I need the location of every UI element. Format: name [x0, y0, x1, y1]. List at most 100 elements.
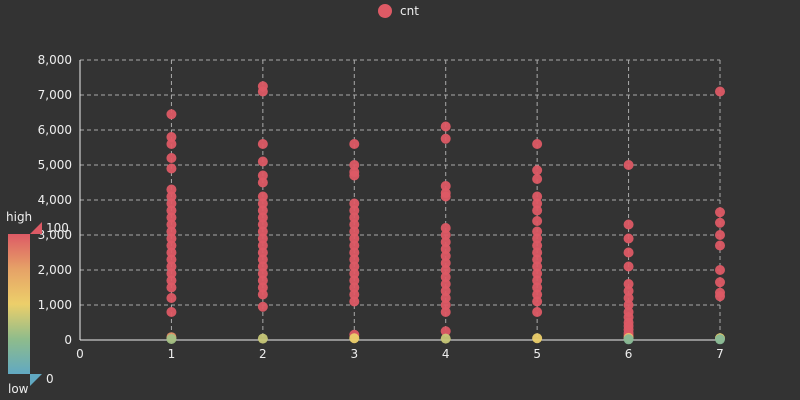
y-tick-label: 7,000	[38, 88, 72, 102]
data-point	[440, 272, 451, 282]
data-point	[257, 86, 268, 97]
data-point	[166, 226, 177, 237]
x-tick-label: 1	[168, 347, 176, 361]
data-point	[349, 219, 360, 230]
data-point	[257, 156, 268, 167]
data-point	[349, 233, 360, 244]
data-point	[349, 240, 360, 251]
data-point	[440, 326, 451, 337]
data-point	[166, 205, 177, 216]
legend-marker-icon	[378, 4, 392, 18]
x-tick-label: 5	[533, 347, 541, 361]
data-point	[532, 275, 543, 286]
data-point	[532, 247, 543, 258]
y-tick-label: 4,000	[38, 193, 72, 207]
data-point	[440, 133, 451, 144]
x-tick-label: 2	[259, 347, 267, 361]
data-point	[349, 205, 360, 216]
data-point	[257, 177, 268, 188]
data-point	[440, 230, 451, 240]
data-point	[166, 282, 177, 293]
data-point	[349, 226, 360, 237]
data-point	[257, 198, 268, 209]
data-point	[349, 212, 360, 223]
data-point	[532, 268, 543, 279]
data-point	[532, 205, 543, 216]
data-point	[166, 247, 177, 258]
data-point	[349, 268, 360, 279]
data-point	[623, 219, 634, 230]
data-point	[623, 160, 634, 170]
data-point	[715, 334, 725, 345]
data-point	[166, 198, 177, 209]
data-point	[532, 216, 543, 226]
data-point	[623, 247, 634, 258]
data-point	[715, 207, 725, 218]
data-point	[440, 279, 451, 289]
data-point	[440, 191, 451, 202]
data-point	[715, 86, 725, 97]
x-tick-label: 0	[76, 347, 84, 361]
data-point	[257, 191, 268, 202]
data-point	[440, 251, 451, 261]
data-point	[532, 233, 543, 244]
data-point	[532, 289, 543, 300]
data-point	[166, 307, 177, 317]
data-point	[532, 191, 543, 202]
data-point	[715, 217, 725, 228]
data-point	[349, 289, 360, 300]
data-point	[532, 139, 543, 149]
y-tick-label: 6,000	[38, 123, 72, 137]
data-point	[623, 286, 634, 296]
data-point	[166, 219, 177, 230]
visual-map-min-handle-icon[interactable]	[30, 374, 42, 386]
data-point	[349, 247, 360, 258]
data-point	[440, 300, 451, 310]
data-point	[257, 289, 268, 300]
data-point	[715, 277, 725, 288]
data-point	[166, 163, 177, 174]
data-point	[257, 205, 268, 216]
y-tick-label: 2,000	[38, 263, 72, 277]
data-point	[623, 293, 634, 303]
data-point	[257, 261, 268, 272]
data-point	[166, 254, 177, 265]
data-point	[623, 279, 634, 289]
data-point	[166, 184, 177, 195]
data-point	[257, 268, 268, 279]
data-point	[440, 286, 451, 296]
legend[interactable]: cnt	[378, 4, 419, 18]
data-point	[440, 244, 451, 254]
data-point	[440, 223, 451, 233]
y-tick-label: 3,000	[38, 228, 72, 242]
data-point	[349, 170, 360, 181]
data-point	[257, 240, 268, 251]
data-point	[166, 153, 177, 163]
data-point	[532, 226, 543, 237]
data-point	[349, 296, 360, 307]
data-point	[440, 237, 451, 247]
visual-map-max-handle-icon[interactable]	[30, 222, 42, 234]
data-point	[349, 198, 360, 209]
data-point	[166, 233, 177, 244]
data-point	[623, 334, 634, 345]
data-point	[440, 121, 451, 132]
data-point	[532, 261, 543, 272]
data-point	[257, 139, 268, 149]
data-point	[532, 174, 543, 184]
data-point	[349, 160, 360, 170]
data-point	[715, 240, 725, 251]
visual-map-min-label: 0	[46, 372, 54, 386]
visual-map-gradient-bar[interactable]	[8, 234, 30, 374]
data-point	[166, 261, 177, 272]
data-point	[440, 293, 451, 303]
data-point	[257, 233, 268, 244]
data-point	[349, 139, 360, 149]
data-point	[257, 212, 268, 223]
data-point	[715, 265, 725, 275]
data-point	[166, 333, 177, 344]
data-point	[257, 275, 268, 286]
y-tick-label: 8,000	[38, 53, 72, 67]
data-point	[623, 300, 634, 310]
